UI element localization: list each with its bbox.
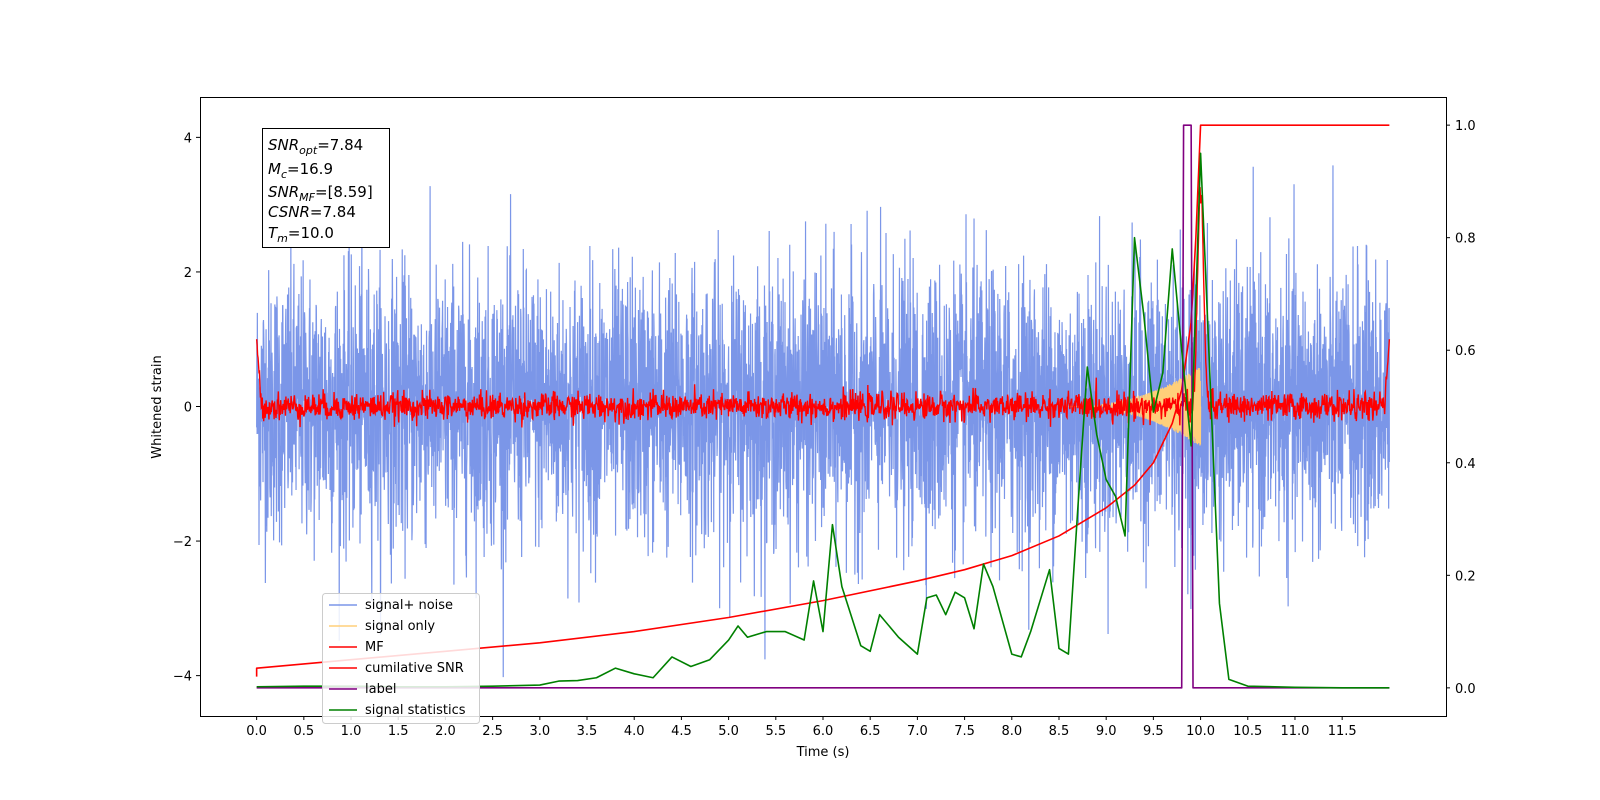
legend: signal+ noise signal only MF cumilative … xyxy=(322,593,480,724)
annotation-mc: Mc=16.9 xyxy=(268,160,333,181)
legend-item-label: label xyxy=(329,682,396,697)
x-tick-label: 5.0 xyxy=(718,724,739,739)
left-y-tick-label: 2 xyxy=(184,266,192,281)
right-y-tick-label: 0.0 xyxy=(1455,682,1476,697)
left-y-tick-label: −2 xyxy=(173,535,192,550)
right-y-tick-label: 0.6 xyxy=(1455,344,1476,359)
legend-item-signal-only: signal only xyxy=(329,619,435,634)
legend-label-signal-statistics: signal statistics xyxy=(365,703,466,718)
y-axis-label: Whitened strain xyxy=(150,355,165,458)
annotation-mc-base: M xyxy=(268,160,281,178)
x-tick-label: 3.5 xyxy=(577,724,598,739)
x-tick-label: 2.0 xyxy=(435,724,456,739)
x-tick-label: 8.0 xyxy=(1001,724,1022,739)
signal-noise-series xyxy=(256,165,1390,678)
x-tick-label: 5.5 xyxy=(765,724,786,739)
left-y-axis-ticks: −4 −2 0 2 4 xyxy=(173,131,200,685)
x-tick-label: 8.5 xyxy=(1049,724,1070,739)
x-tick-label: 0.0 xyxy=(246,724,267,739)
annotation-snr-opt-value: =7.84 xyxy=(317,136,363,154)
legend-item-cumulative-snr: cumilative SNR xyxy=(329,661,464,676)
right-y-tick-label: 0.8 xyxy=(1455,232,1476,247)
x-tick-label: 11.0 xyxy=(1280,724,1309,739)
x-tick-label: 7.5 xyxy=(954,724,975,739)
x-axis-label: Time (s) xyxy=(796,745,850,760)
x-tick-label: 6.5 xyxy=(860,724,881,739)
annotation-tm-base: T xyxy=(268,224,279,242)
annotation-snr-opt: SNRopt=7.84 xyxy=(268,136,363,157)
legend-item-signal-noise: signal+ noise xyxy=(329,598,453,613)
signal-noise-line xyxy=(256,165,1390,678)
x-tick-label: 9.5 xyxy=(1143,724,1164,739)
right-y-tick-label: 0.2 xyxy=(1455,569,1476,584)
x-tick-label: 1.0 xyxy=(341,724,362,739)
legend-frame xyxy=(322,593,480,724)
annotation-snr-opt-sub: opt xyxy=(299,144,318,157)
right-y-tick-label: 1.0 xyxy=(1455,119,1476,134)
legend-label-signal-noise: signal+ noise xyxy=(365,598,453,613)
legend-item-mf: MF xyxy=(329,640,384,655)
annotation-csnr-base: CSNR xyxy=(268,203,310,221)
annotation-tm-value: =10.0 xyxy=(288,224,334,242)
x-tick-label: 4.0 xyxy=(624,724,645,739)
annotation-box: SNRopt=7.84 Mc=16.9 SNRMF=[8.59] CSNR=7.… xyxy=(262,128,390,248)
signal-statistics-line xyxy=(256,152,1390,689)
x-tick-label: 9.0 xyxy=(1096,724,1117,739)
annotation-snr-mf-base: SNR xyxy=(268,183,299,201)
annotation-box-frame xyxy=(262,128,390,248)
annotation-snr-mf-value: =[8.59] xyxy=(315,183,373,201)
annotation-mc-sub: c xyxy=(281,168,287,181)
mf-series xyxy=(255,187,1391,428)
annotation-snr-opt-base: SNR xyxy=(268,136,299,154)
left-y-tick-label: −4 xyxy=(173,670,192,685)
x-tick-label: 3.0 xyxy=(529,724,550,739)
mf-line xyxy=(255,187,1391,428)
annotation-snr-mf: SNRMF=[8.59] xyxy=(268,183,373,204)
legend-label-cumulative-snr: cumilative SNR xyxy=(365,661,464,676)
right-y-axis-ticks: 0.0 0.2 0.4 0.6 0.8 1.0 xyxy=(1446,119,1476,697)
annotation-tm-sub: m xyxy=(277,232,288,245)
x-tick-label: 11.5 xyxy=(1328,724,1357,739)
signal-statistics-series xyxy=(256,152,1390,689)
left-y-tick-label: 0 xyxy=(184,401,192,416)
legend-label-mf: MF xyxy=(365,640,384,655)
annotation-snr-mf-sub: MF xyxy=(299,191,315,204)
annotation-mc-value: =16.9 xyxy=(287,160,333,178)
x-tick-label: 1.5 xyxy=(388,724,409,739)
x-tick-label: 10.5 xyxy=(1233,724,1262,739)
annotation-csnr-value: =7.84 xyxy=(310,203,356,221)
x-tick-label: 7.0 xyxy=(907,724,928,739)
left-y-tick-label: 4 xyxy=(184,131,192,146)
right-y-tick-label: 0.4 xyxy=(1455,457,1476,472)
x-tick-label: 10.0 xyxy=(1186,724,1215,739)
x-tick-label: 0.5 xyxy=(293,724,314,739)
legend-item-signal-statistics: signal statistics xyxy=(329,703,466,718)
legend-label-label: label xyxy=(365,682,396,697)
label-line xyxy=(256,124,1390,689)
x-axis-ticks: 0.0 0.5 1.0 1.5 2.0 2.5 3.0 3.5 4.0 4.5 5.0 5.5 6.0 6… xyxy=(246,716,1357,739)
label-series xyxy=(256,124,1390,689)
x-tick-label: 6.0 xyxy=(813,724,834,739)
x-tick-label: 4.5 xyxy=(671,724,692,739)
annotation-tm: Tm=10.0 xyxy=(268,224,334,245)
annotation-csnr: CSNR=7.84 xyxy=(268,203,356,221)
legend-label-signal-only: signal only xyxy=(365,619,435,634)
x-tick-label: 2.5 xyxy=(482,724,503,739)
